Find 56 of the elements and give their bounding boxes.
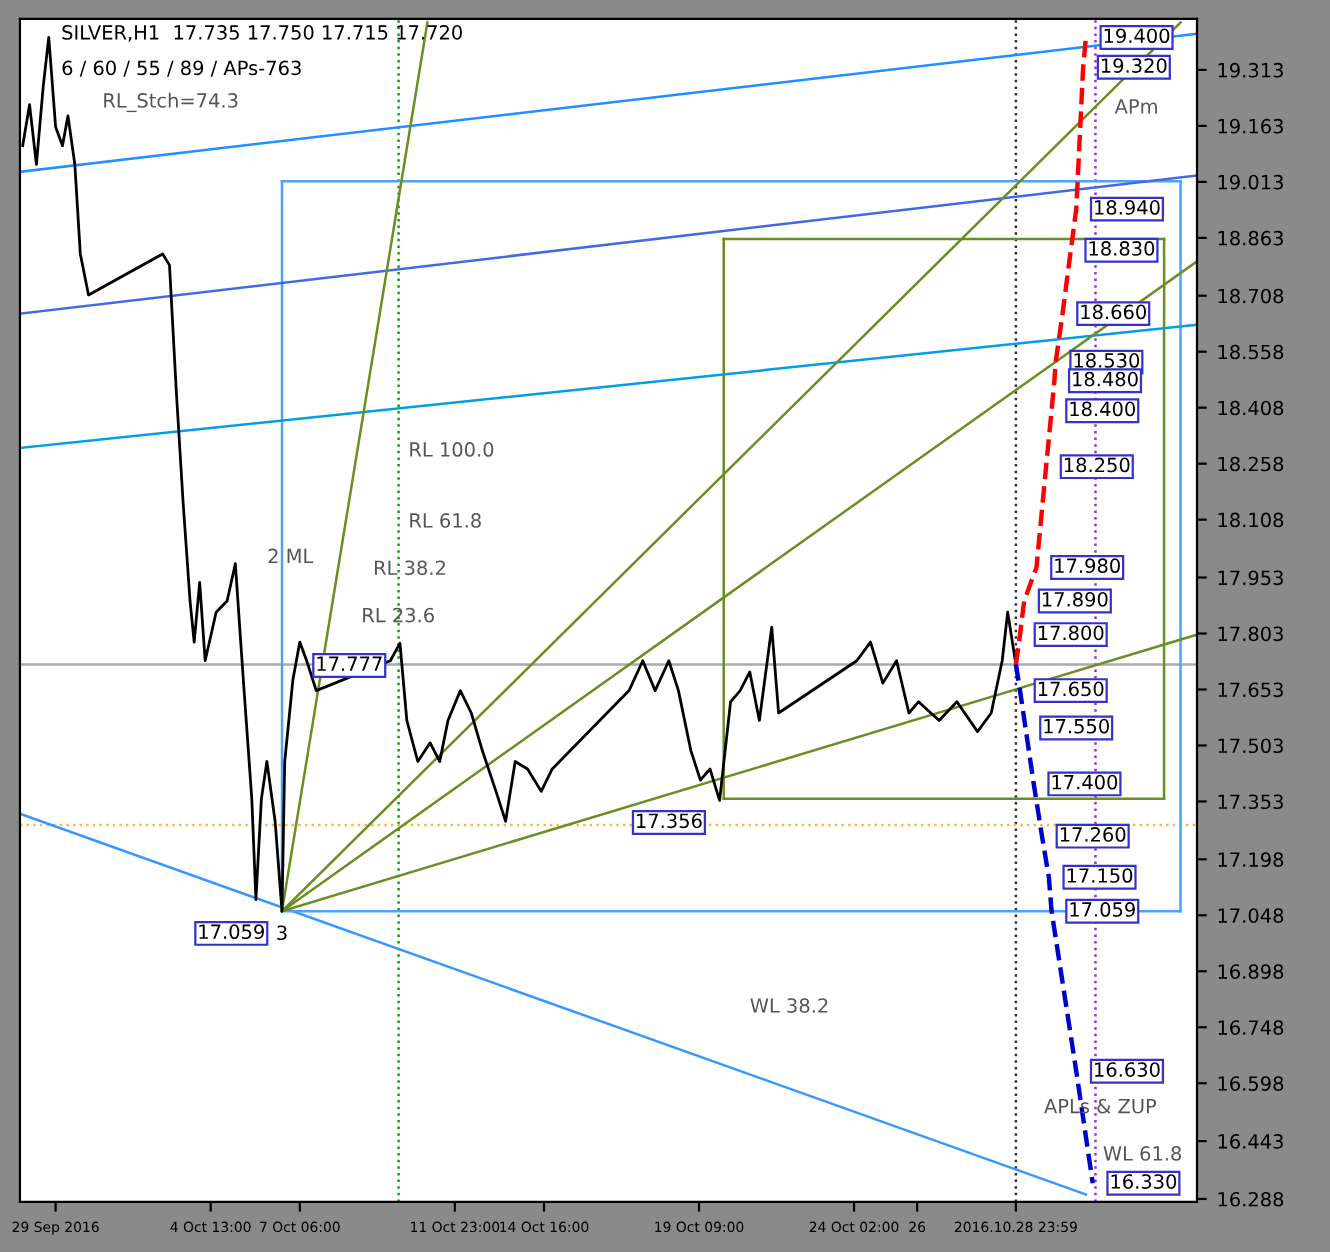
- annotation: 17.356: [637, 813, 702, 829]
- annotation: 18.830: [1089, 241, 1155, 256]
- annotation: 2 ML: [268, 548, 314, 564]
- y-tick-label: 17.198: [1218, 852, 1284, 867]
- y-tick-label: 17.953: [1218, 570, 1283, 586]
- annotation: RL_Stch=74.3: [104, 92, 238, 113]
- y-tick-label: 17.503: [1218, 738, 1283, 754]
- annotation: 19.400: [1104, 28, 1170, 44]
- annotation: RL 23.6: [363, 607, 434, 623]
- annotation: 18.530: [1074, 353, 1140, 368]
- annotation: WL 61.8: [1103, 1146, 1182, 1161]
- annotation: 17.777: [317, 656, 382, 671]
- annotation: 17.650: [1038, 681, 1104, 697]
- annotation: 18.480: [1073, 371, 1138, 387]
- y-tick-label: 17.353: [1218, 794, 1283, 810]
- y-tick-label: 18.558: [1218, 344, 1284, 360]
- annotation: RL 100.0: [410, 442, 494, 457]
- annotation: 17.059: [199, 924, 264, 940]
- y-tick-label: 19.313: [1218, 62, 1283, 78]
- annotation: 18.400: [1070, 401, 1135, 417]
- y-tick-label: 16.748: [1218, 1020, 1284, 1035]
- y-tick-label: 17.048: [1218, 908, 1284, 923]
- annotation: 17.059: [1070, 902, 1135, 917]
- annotation: 18.250: [1064, 457, 1130, 473]
- annotation: RL 38.2: [374, 560, 445, 576]
- y-tick-label: 16.443: [1218, 1134, 1283, 1149]
- y-tick-label: 18.408: [1218, 400, 1284, 416]
- annotation: 19.320: [1101, 58, 1167, 73]
- y-tick-label: 17.653: [1218, 682, 1283, 698]
- annotation: 17.260: [1060, 827, 1126, 842]
- annotation: APLs & ZUP: [1044, 1098, 1157, 1114]
- annotation: 17.800: [1038, 625, 1104, 641]
- text: 6 / 60 / 55 / 89 / APs-763: [62, 60, 301, 77]
- annotation: RL 61.8: [410, 513, 481, 528]
- y-tick-label: 18.863: [1218, 230, 1283, 246]
- annotation: 17.400: [1052, 774, 1118, 790]
- y-tick-label: 19.013: [1218, 174, 1283, 190]
- annotation: 17.550: [1044, 718, 1109, 734]
- annotation: APm: [1114, 99, 1157, 114]
- y-tick-label: 18.108: [1218, 512, 1284, 528]
- y-tick-label: 16.288: [1218, 1191, 1284, 1207]
- y-tick-label: 16.898: [1218, 964, 1284, 979]
- annotation: 18.940: [1095, 200, 1160, 215]
- annotation: 16.630: [1095, 1062, 1160, 1077]
- y-tick-label: 16.598: [1218, 1076, 1284, 1091]
- y-tick-label: 19.163: [1218, 118, 1283, 134]
- annotation: 17.980: [1055, 558, 1120, 574]
- y-tick-label: 18.708: [1218, 288, 1284, 304]
- annotation: 3: [277, 925, 287, 941]
- annotation: 16.330: [1111, 1174, 1177, 1189]
- y-tick-label: 17.803: [1218, 626, 1283, 642]
- annotation: 17.890: [1042, 591, 1108, 607]
- annotation: WL 38.2: [750, 998, 828, 1013]
- y-tick-label: 18.258: [1218, 456, 1284, 472]
- annotation: 18.660: [1081, 304, 1146, 320]
- annotation: 17.150: [1067, 868, 1133, 883]
